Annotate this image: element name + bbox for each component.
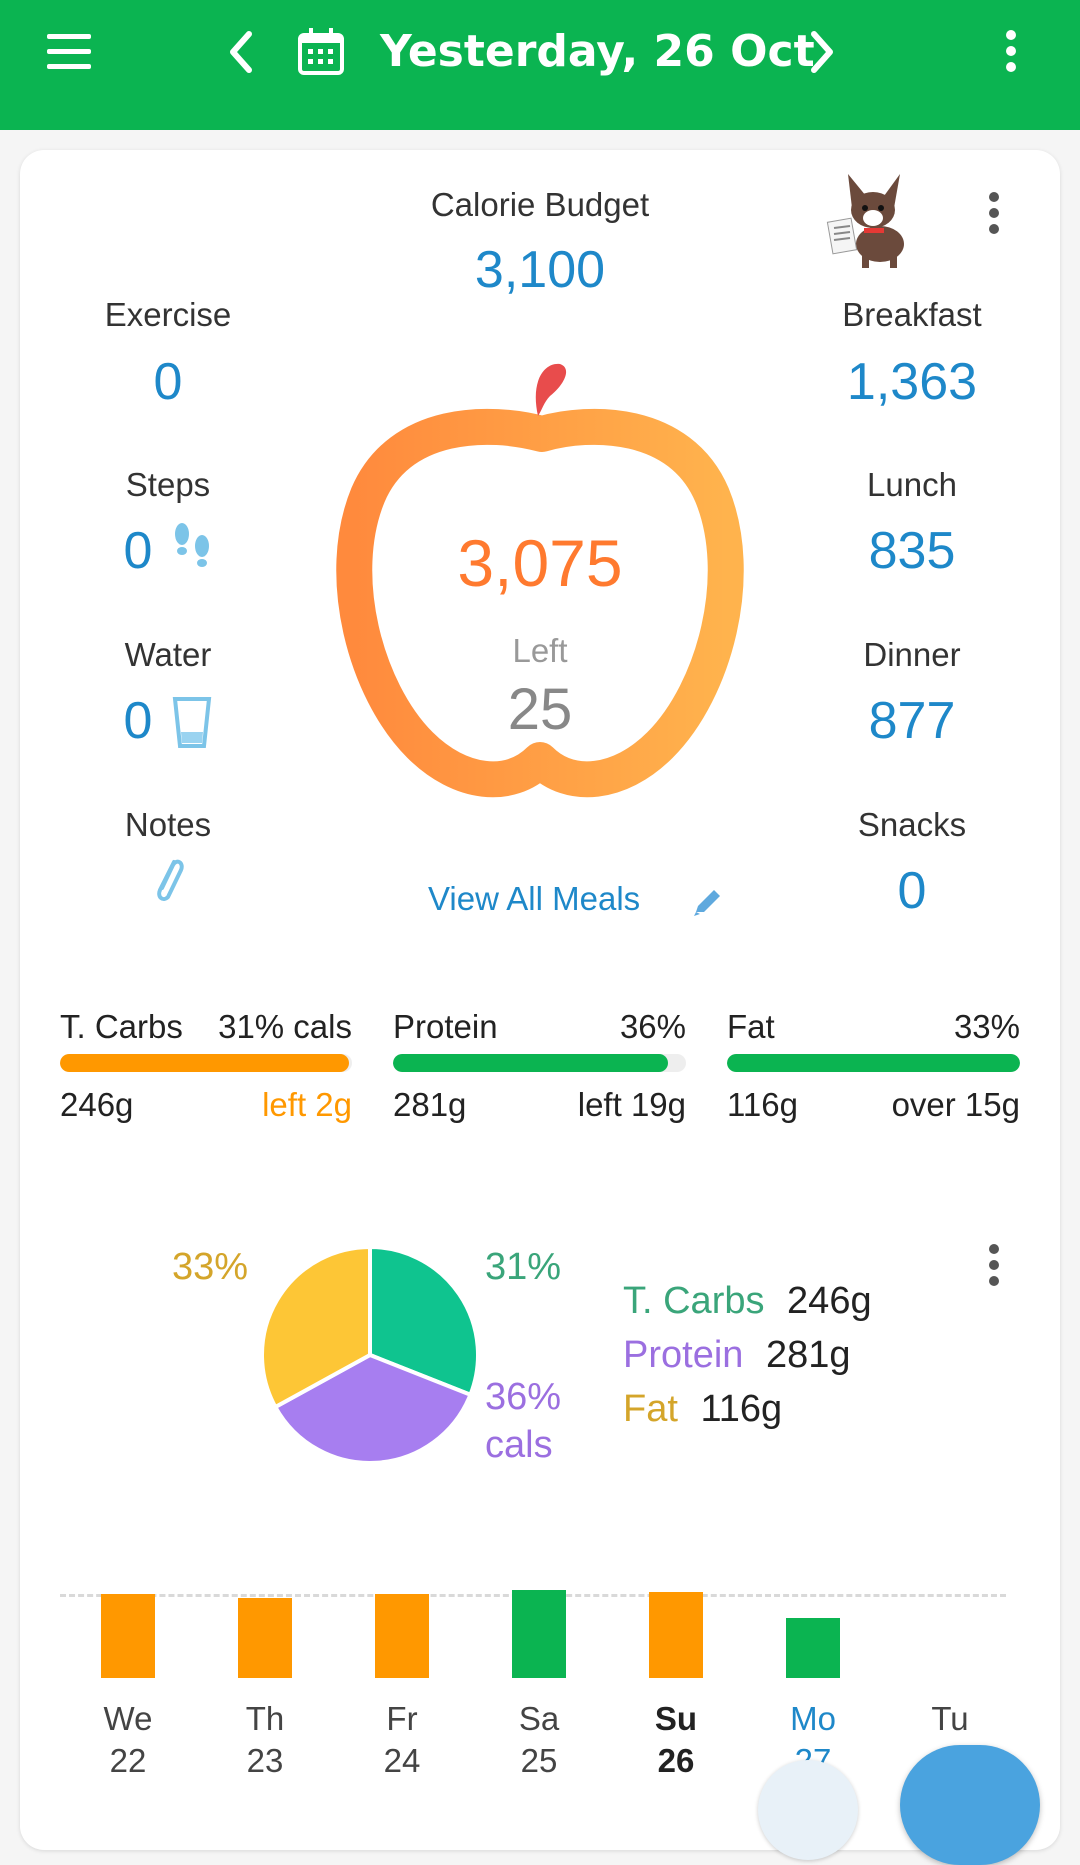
carbs-pct: 31% cals: [218, 1008, 352, 1045]
view-all-meals-link[interactable]: View All Meals: [428, 880, 641, 917]
card-options-icon[interactable]: [989, 192, 1001, 240]
week-day-label[interactable]: We: [103, 1700, 153, 1737]
week-bar-sa[interactable]: [512, 1590, 566, 1678]
water-label: Water: [124, 636, 212, 673]
week-day-label[interactable]: Tu: [931, 1700, 969, 1737]
apple-progress-ring: [336, 363, 744, 798]
water-glass-icon: [172, 697, 212, 748]
pie-slice-fat[interactable]: [260, 1244, 372, 1410]
calories-left-value: 25: [507, 677, 573, 742]
protein-pct: 36%: [619, 1008, 686, 1045]
week-bar-we[interactable]: [101, 1594, 155, 1678]
legend-carbs-name: T. Carbs: [623, 1280, 765, 1322]
macro-pie-chart[interactable]: [255, 1240, 485, 1470]
pie-protein-unit: cals: [485, 1424, 553, 1466]
legend-carbs-amount: 246g: [787, 1280, 872, 1322]
week-date-label[interactable]: 24: [383, 1742, 421, 1779]
add-food-fab[interactable]: [900, 1745, 1040, 1865]
carbs-status: left 2g: [262, 1086, 352, 1123]
calorie-budget-value[interactable]: 3,100: [474, 241, 606, 299]
edit-pencil-icon[interactable]: [690, 884, 726, 920]
calories-eaten-value: 3,075: [457, 526, 623, 600]
fat-bar: [727, 1054, 1020, 1072]
legend-fat-name: Fat: [623, 1388, 678, 1430]
apple-stem-icon: [535, 363, 567, 416]
lunch-value[interactable]: 835: [868, 522, 956, 580]
fat-pct: 33%: [953, 1008, 1020, 1045]
week-day-label[interactable]: Th: [245, 1700, 285, 1737]
paperclip-icon[interactable]: [148, 852, 188, 908]
legend-protein-name: Protein: [623, 1334, 744, 1376]
dinner-value[interactable]: 877: [868, 692, 956, 750]
secondary-fab[interactable]: [758, 1760, 858, 1860]
steps-label: Steps: [125, 466, 211, 503]
week-date-label[interactable]: 26: [657, 1742, 695, 1779]
menu-icon[interactable]: [45, 32, 95, 72]
pie-protein-pct: 36%: [485, 1376, 562, 1418]
fat-amount: 116g: [727, 1086, 798, 1123]
previous-day-icon[interactable]: [225, 28, 255, 76]
dinner-label: Dinner: [863, 636, 961, 673]
week-day-label[interactable]: Su: [654, 1700, 698, 1737]
fat-status: over 15g: [891, 1086, 1020, 1123]
date-title[interactable]: Yesterday, 26 Oct: [380, 26, 815, 77]
week-bar-mo[interactable]: [786, 1618, 840, 1678]
carbs-name: T. Carbs: [60, 1008, 183, 1045]
breakfast-label: Breakfast: [842, 296, 982, 333]
pie-fat-pct: 33%: [172, 1246, 249, 1288]
legend-carbs: T. Carbs 246g: [623, 1280, 872, 1323]
legend-protein: Protein 281g: [623, 1334, 851, 1377]
more-options-icon[interactable]: [1006, 30, 1018, 78]
dog-mascot-icon: [826, 174, 904, 268]
protein-bar: [393, 1054, 686, 1072]
calendar-icon[interactable]: [296, 26, 348, 78]
notes-label: Notes: [124, 806, 212, 843]
water-value[interactable]: 0: [123, 692, 153, 750]
legend-fat: Fat 116g: [623, 1388, 782, 1431]
footprints-icon: [175, 523, 209, 567]
steps-value[interactable]: 0: [123, 522, 153, 580]
lunch-label: Lunch: [867, 466, 957, 503]
snacks-label: Snacks: [857, 806, 967, 843]
pie-slice-t-carbs[interactable]: [368, 1244, 480, 1398]
carbs-bar: [60, 1054, 352, 1072]
week-date-label[interactable]: 22: [109, 1742, 147, 1779]
breakfast-value[interactable]: 1,363: [846, 353, 978, 411]
fat-name: Fat: [727, 1008, 775, 1045]
week-date-label[interactable]: 23: [246, 1742, 284, 1779]
pie-carbs-pct: 31%: [485, 1246, 562, 1288]
snacks-value[interactable]: 0: [897, 862, 927, 920]
next-day-icon[interactable]: [808, 28, 838, 76]
exercise-label: Exercise: [104, 296, 232, 333]
exercise-value[interactable]: 0: [153, 353, 183, 411]
week-day-label[interactable]: Fr: [386, 1700, 418, 1737]
week-date-label[interactable]: 25: [520, 1742, 558, 1779]
calorie-budget-label: Calorie Budget: [430, 186, 650, 223]
protein-status: left 19g: [577, 1086, 686, 1123]
week-bar-fr[interactable]: [375, 1594, 429, 1678]
protein-name: Protein: [393, 1008, 498, 1045]
pie-options-icon[interactable]: [989, 1244, 1001, 1292]
top-app-bar: Yesterday, 26 Oct: [0, 0, 1080, 130]
week-bar-th[interactable]: [238, 1598, 292, 1678]
carbs-amount: 246g: [60, 1086, 134, 1123]
week-day-label[interactable]: Mo: [790, 1700, 836, 1737]
week-day-label[interactable]: Sa: [518, 1700, 560, 1737]
left-label: Left: [512, 632, 568, 669]
legend-protein-amount: 281g: [765, 1334, 851, 1376]
legend-fat-amount: 116g: [700, 1388, 783, 1430]
week-bar-su[interactable]: [649, 1592, 703, 1678]
protein-amount: 281g: [393, 1086, 467, 1123]
